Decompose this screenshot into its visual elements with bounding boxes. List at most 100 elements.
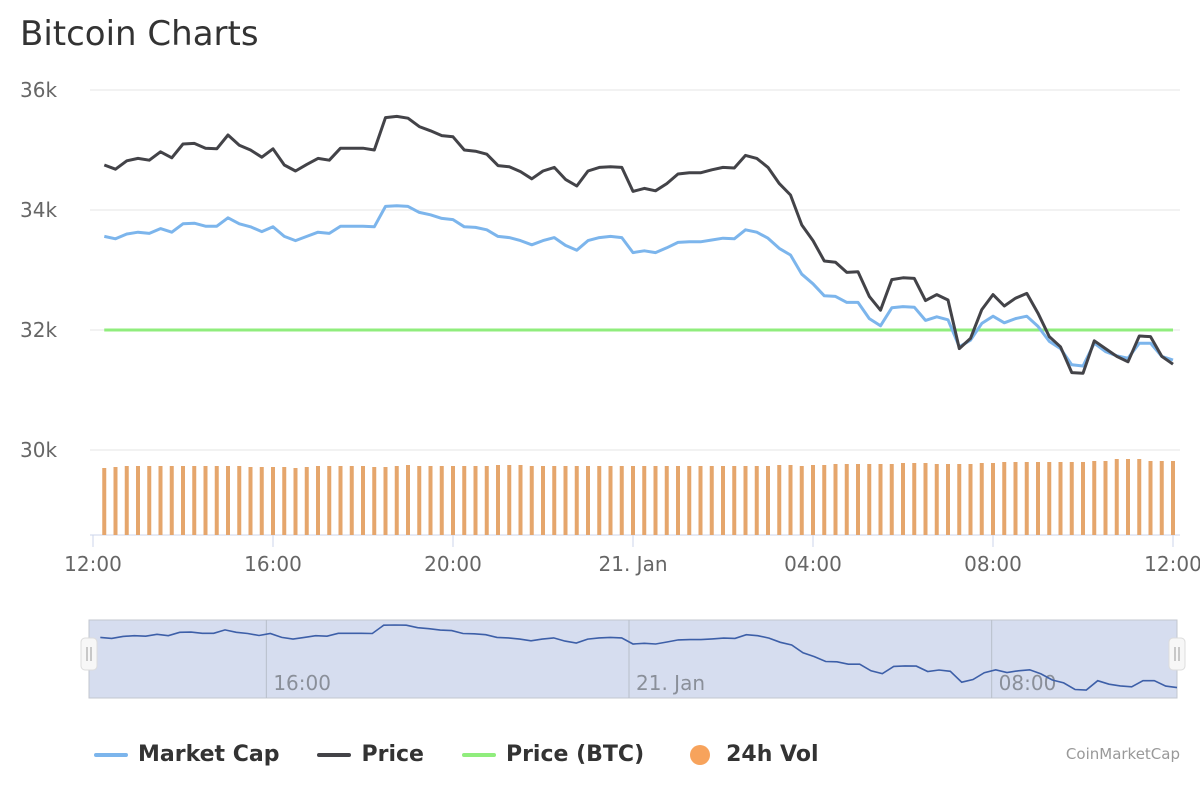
volume-bar[interactable] — [507, 465, 512, 535]
volume-bar[interactable] — [1069, 462, 1074, 535]
volume-bar[interactable] — [912, 463, 917, 535]
volume-bar[interactable] — [147, 466, 152, 535]
volume-bar[interactable] — [181, 466, 185, 535]
volume-bar[interactable] — [878, 464, 883, 535]
volume-bar[interactable] — [619, 466, 624, 535]
volume-bar[interactable] — [811, 465, 815, 535]
volume-bar[interactable] — [979, 463, 984, 535]
volume-bar[interactable] — [406, 465, 410, 535]
volume-bar[interactable] — [361, 466, 365, 535]
volume-bar[interactable] — [788, 465, 793, 535]
volume-bar[interactable] — [158, 466, 163, 535]
volume-bar[interactable] — [124, 466, 129, 535]
volume-bar[interactable] — [473, 466, 478, 535]
volume-bar[interactable] — [259, 467, 264, 535]
volume-bar[interactable] — [698, 466, 703, 535]
volume-bar[interactable] — [529, 466, 534, 535]
volume-bar[interactable] — [754, 466, 759, 535]
volume-bar[interactable] — [1036, 462, 1040, 535]
volume-bar[interactable] — [349, 466, 354, 535]
volume-bar[interactable] — [192, 466, 197, 535]
volume-bar[interactable] — [113, 467, 118, 535]
volume-bar[interactable] — [991, 463, 995, 535]
volume-bar[interactable] — [721, 466, 725, 535]
volume-bar[interactable] — [102, 468, 107, 535]
volume-bar[interactable] — [248, 467, 253, 535]
volume-bar[interactable] — [766, 466, 770, 535]
volume-bar[interactable] — [226, 466, 230, 535]
volume-bar[interactable] — [203, 466, 208, 535]
credit-link[interactable]: CoinMarketCap — [1065, 745, 1180, 763]
volume-bar[interactable] — [451, 466, 455, 535]
volume-bar[interactable] — [743, 466, 748, 535]
volume-bar[interactable] — [1013, 462, 1018, 535]
volume-bar[interactable] — [484, 466, 489, 535]
volume-bar[interactable] — [1159, 461, 1164, 535]
volume-bar[interactable] — [1002, 462, 1007, 535]
volume-bar[interactable] — [237, 466, 242, 535]
volume-bar[interactable] — [541, 466, 545, 535]
volume-bar[interactable] — [833, 464, 838, 535]
volume-bar[interactable] — [1126, 459, 1130, 535]
volume-bar[interactable] — [856, 464, 860, 535]
volume-bar[interactable] — [518, 465, 523, 535]
volume-bar[interactable] — [316, 466, 320, 535]
volume-bar[interactable] — [383, 467, 388, 535]
legend-item-24h-vol[interactable]: 24h Vol — [682, 742, 819, 767]
price-line[interactable] — [103, 114, 1174, 375]
volume-bar[interactable] — [586, 466, 590, 535]
volume-bar[interactable] — [687, 466, 692, 535]
volume-bar[interactable] — [169, 466, 174, 535]
volume-bar[interactable] — [889, 464, 894, 535]
volume-bar[interactable] — [1148, 461, 1153, 535]
volume-bar[interactable] — [957, 464, 962, 535]
volume-bar[interactable] — [496, 465, 500, 535]
volume-bar[interactable] — [968, 464, 973, 535]
volume-bar[interactable] — [597, 466, 602, 535]
volume-bar[interactable] — [653, 466, 658, 535]
volume-bar[interactable] — [1081, 462, 1085, 535]
volume-bar[interactable] — [1114, 459, 1119, 535]
volume-bar[interactable] — [642, 466, 647, 535]
volume-bar[interactable] — [844, 464, 849, 535]
volume-bar[interactable] — [676, 466, 680, 535]
volume-bar[interactable] — [822, 465, 827, 535]
volume-bar[interactable] — [732, 466, 737, 535]
volume-bar[interactable] — [282, 467, 287, 535]
volume-bar[interactable] — [799, 466, 804, 535]
volume-bar[interactable] — [563, 466, 568, 535]
volume-bar[interactable] — [417, 466, 422, 535]
legend-item-market-cap[interactable]: Market Cap — [94, 742, 279, 767]
legend-item-price[interactable]: Price — [317, 742, 424, 767]
navigator-right-handle[interactable] — [1168, 637, 1186, 671]
volume-bar[interactable] — [428, 466, 433, 535]
volume-bar[interactable] — [1103, 461, 1108, 535]
volume-bar[interactable] — [304, 467, 309, 535]
volume-bar[interactable] — [777, 465, 782, 535]
volume-bar[interactable] — [1171, 461, 1175, 535]
volume-bar[interactable] — [867, 464, 872, 535]
volume-bar[interactable] — [338, 466, 343, 535]
volume-bar[interactable] — [1024, 462, 1029, 535]
volume-bar[interactable] — [934, 464, 939, 535]
volume-bar[interactable] — [1137, 459, 1142, 535]
volume-bar[interactable] — [901, 463, 905, 535]
volume-bar[interactable] — [552, 466, 557, 535]
volume-bar[interactable] — [327, 466, 332, 535]
volume-bar[interactable] — [462, 466, 467, 535]
volume-bar[interactable] — [664, 466, 669, 535]
navigator-left-handle[interactable] — [80, 637, 98, 671]
volume-bar[interactable] — [394, 466, 399, 535]
volume-bar[interactable] — [439, 466, 444, 535]
volume-bar[interactable] — [1058, 462, 1063, 535]
volume-bar[interactable] — [946, 464, 950, 535]
volume-bar[interactable] — [709, 466, 714, 535]
volume-bar[interactable] — [293, 468, 298, 535]
market-cap-line[interactable] — [103, 204, 1174, 368]
volume-bar[interactable] — [271, 467, 275, 535]
volume-bar[interactable] — [608, 466, 613, 535]
volume-bar[interactable] — [1092, 461, 1097, 535]
volume-bar[interactable] — [214, 466, 219, 535]
volume-bar[interactable] — [923, 463, 928, 535]
volume-bar[interactable] — [631, 466, 635, 535]
